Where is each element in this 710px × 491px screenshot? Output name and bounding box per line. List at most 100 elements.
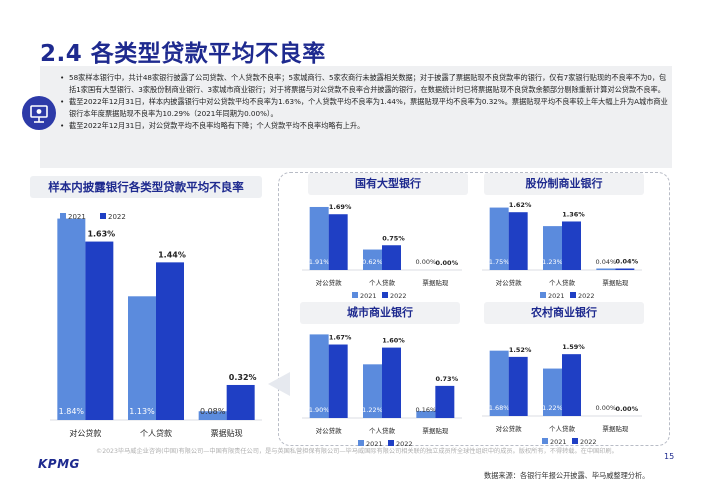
- presentation-icon: [22, 96, 56, 130]
- data-label-2022: 1.44%: [158, 250, 186, 259]
- bar-2022: [382, 245, 401, 270]
- bar-2022: [615, 268, 635, 270]
- data-label-2022: 1.67%: [329, 334, 352, 342]
- category-label: 个人贷款: [140, 428, 172, 438]
- main-chart-title: 样本内披露银行各类型贷款平均不良率: [30, 176, 262, 198]
- data-label-2021: 0.00%: [416, 258, 437, 266]
- data-label-2022: 1.36%: [562, 210, 585, 218]
- data-label-2021: 0.16%: [416, 406, 437, 414]
- legend-swatch-2022: [570, 292, 576, 298]
- data-label-2021: 1.75%: [489, 258, 510, 266]
- category-label: 个人贷款: [369, 426, 396, 435]
- data-label-2022: 1.59%: [562, 343, 585, 351]
- category-label: 对公贷款: [316, 426, 343, 435]
- category-label: 个人贷款: [369, 278, 396, 287]
- data-label-2022: 0.00%: [616, 405, 639, 413]
- category-label: 个人贷款: [549, 424, 576, 433]
- bar-2021: [543, 226, 562, 270]
- bar-2021: [416, 410, 436, 418]
- bar-2022: [226, 384, 255, 420]
- data-label-2021: 1.68%: [489, 404, 510, 412]
- legend-swatch-2022: [100, 213, 106, 219]
- legend-swatch-2021: [358, 440, 364, 446]
- bar-2022: [382, 347, 401, 418]
- legend-label: 2021: [68, 213, 86, 221]
- page-number: 15: [664, 452, 675, 461]
- legend-label: 2022: [396, 440, 413, 448]
- bar-2022: [562, 221, 581, 270]
- summary-bullet: 截至2022年12月31日，样本内披露银行中对公贷款平均不良率为1.63%，个人…: [60, 96, 670, 120]
- summary-bullet: 截至2022年12月31日，对公贷款平均不良率均略有下降；个人贷款平均不良率均略…: [60, 120, 670, 132]
- bar-2022: [328, 214, 348, 270]
- category-label: 对公贷款: [69, 428, 101, 438]
- category-label: 票据贴现: [602, 424, 629, 433]
- bar-2021: [489, 207, 509, 270]
- bar-2021: [543, 368, 562, 416]
- legend-label: 2022: [390, 292, 407, 300]
- page-title: 2.4 各类型贷款平均不良率: [40, 41, 326, 67]
- legend-swatch-2022: [382, 292, 388, 298]
- summary-bullets: 58家样本银行中，共计48家银行披露了公司贷款、个人贷款不良率；5家城商行、5家…: [60, 72, 670, 132]
- data-label-2022: 1.52%: [509, 346, 532, 354]
- data-label-2022: 0.04%: [616, 258, 639, 266]
- bar-2021: [596, 268, 616, 270]
- category-label: 票据贴现: [422, 278, 449, 287]
- legend-swatch-2021: [352, 292, 358, 298]
- data-label-2021: 0.04%: [596, 258, 617, 266]
- connector-arrow: [268, 372, 290, 396]
- data-label-2022: 1.69%: [329, 203, 352, 211]
- sub-chart-title-rural: 农村商业银行: [484, 302, 644, 324]
- copyright-note: ©2023毕马威企业咨询(中国)有限公司—中国有限责任公司，是与英国私营担保有限…: [96, 448, 618, 455]
- legend-swatch-2022: [572, 438, 578, 444]
- bar-2022: [156, 262, 184, 420]
- data-label-2022: 1.60%: [382, 337, 405, 345]
- summary-bullet: 58家样本银行中，共计48家银行披露了公司贷款、个人贷款不良率；5家城商行、5家…: [60, 72, 670, 96]
- bar-2022: [508, 212, 528, 270]
- bar-2021: [57, 218, 86, 420]
- legend-swatch-2021: [542, 438, 548, 444]
- data-label-2022: 0.73%: [436, 375, 459, 383]
- data-label-2021: 1.22%: [542, 404, 563, 412]
- data-label-2022: 0.75%: [382, 234, 405, 242]
- data-source: 数据来源：各银行年报公开披露、毕马威整理分析。: [484, 471, 650, 480]
- bar-2022: [435, 385, 455, 418]
- legend-swatch-2022: [388, 440, 394, 446]
- data-label-2021: 1.23%: [542, 258, 563, 266]
- bar-2022: [508, 356, 528, 416]
- bar-2021: [489, 350, 509, 416]
- category-label: 票据贴现: [602, 278, 629, 287]
- legend-label: 2022: [108, 213, 126, 221]
- sub-chart-title-city: 城市商业银行: [300, 302, 460, 324]
- data-label-2022: 1.63%: [87, 230, 115, 239]
- data-label-2021: 1.91%: [309, 258, 330, 266]
- data-label-2022: 0.00%: [436, 259, 459, 267]
- bar-2022: [562, 354, 581, 416]
- category-label: 对公贷款: [496, 278, 523, 287]
- sub-charts-frame: [278, 172, 670, 446]
- kpmg-logo: KPMG: [38, 457, 80, 471]
- category-label: 票据贴现: [422, 426, 449, 435]
- data-label-2021: 0.00%: [596, 404, 617, 412]
- data-label-2022: 0.32%: [229, 373, 257, 382]
- data-label-2021: 1.13%: [129, 407, 155, 416]
- data-label-2021: 1.22%: [362, 406, 383, 414]
- sub-chart-title-joint: 股份制商业银行: [484, 173, 644, 195]
- bar-2021: [363, 364, 382, 418]
- category-label: 对公贷款: [316, 278, 343, 287]
- legend-swatch-2021: [540, 292, 546, 298]
- legend-swatch-2021: [60, 213, 66, 219]
- data-label-2021: 1.84%: [59, 407, 85, 416]
- sub-chart-title-state: 国有大型银行: [308, 173, 468, 195]
- legend-label: 2021: [366, 440, 383, 448]
- legend-label: 2022: [578, 292, 595, 300]
- bar-2021: [198, 411, 227, 420]
- category-label: 个人贷款: [549, 278, 576, 287]
- data-label-2022: 1.62%: [509, 201, 532, 209]
- legend-label: 2021: [550, 438, 567, 446]
- legend-label: 2021: [360, 292, 377, 300]
- bar-2021: [128, 296, 156, 420]
- bar-2022: [328, 344, 348, 418]
- bar-2021: [309, 334, 329, 418]
- legend-label: 2021: [548, 292, 565, 300]
